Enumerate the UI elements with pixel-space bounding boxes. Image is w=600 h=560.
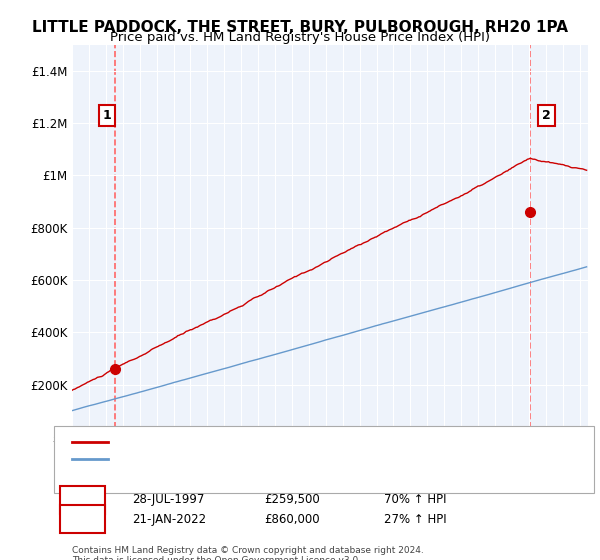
Text: 70% ↑ HPI: 70% ↑ HPI: [384, 493, 446, 506]
Text: £860,000: £860,000: [264, 512, 320, 526]
Text: LITTLE PADDOCK, THE STREET, BURY, PULBOROUGH, RH20 1PA (detached house): LITTLE PADDOCK, THE STREET, BURY, PULBOR…: [117, 437, 541, 447]
Text: 21-JAN-2022: 21-JAN-2022: [132, 512, 206, 526]
Text: Price paid vs. HM Land Registry's House Price Index (HPI): Price paid vs. HM Land Registry's House …: [110, 31, 490, 44]
Text: HPI: Average price, detached house, Chichester: HPI: Average price, detached house, Chic…: [117, 454, 366, 464]
Text: £259,500: £259,500: [264, 493, 320, 506]
Text: 1: 1: [78, 493, 86, 506]
Text: 27% ↑ HPI: 27% ↑ HPI: [384, 512, 446, 526]
Text: 28-JUL-1997: 28-JUL-1997: [132, 493, 205, 506]
Text: 2: 2: [78, 512, 86, 526]
Text: Contains HM Land Registry data © Crown copyright and database right 2024.
This d: Contains HM Land Registry data © Crown c…: [72, 546, 424, 560]
Text: 1: 1: [103, 109, 112, 122]
Text: LITTLE PADDOCK, THE STREET, BURY, PULBOROUGH, RH20 1PA: LITTLE PADDOCK, THE STREET, BURY, PULBOR…: [32, 20, 568, 35]
Text: 2: 2: [542, 109, 551, 122]
